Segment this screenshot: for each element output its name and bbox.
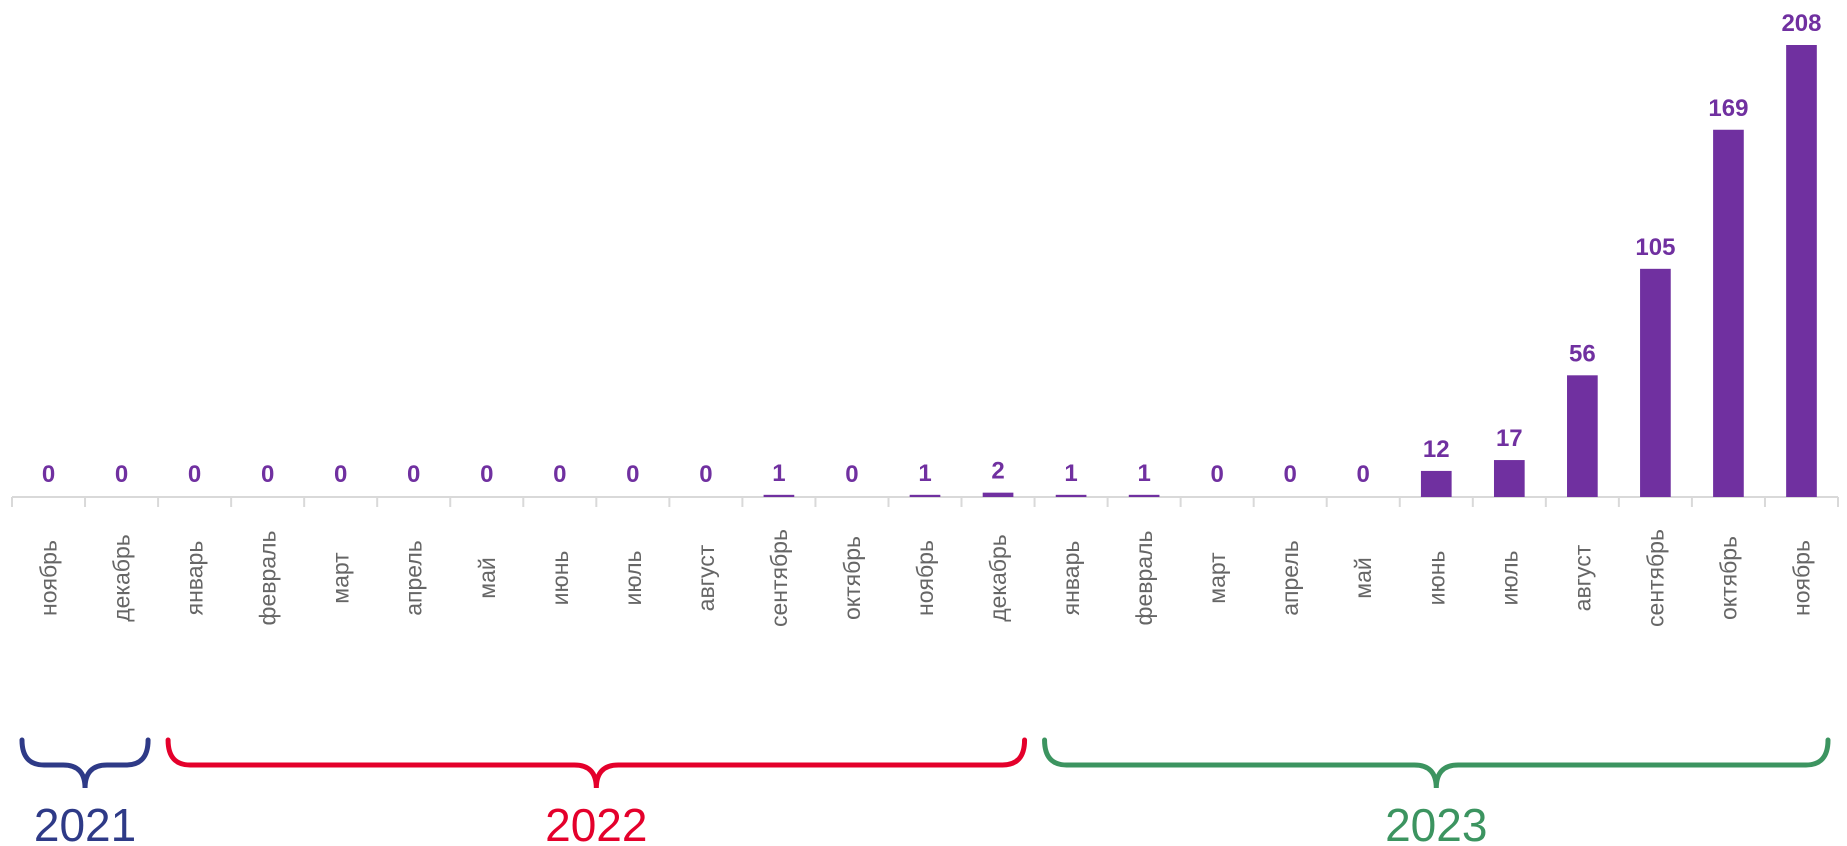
bar: [982, 492, 1014, 497]
x-tick-label: октябрь: [839, 536, 865, 620]
data-label: 1: [1064, 460, 1077, 487]
x-tick-label: июль: [620, 550, 646, 605]
x-tick-label: ноябрь: [36, 540, 62, 616]
year-label: 2023: [1385, 799, 1487, 846]
x-tick-label: сентябрь: [1642, 529, 1668, 627]
data-label: 0: [42, 461, 55, 488]
x-tick-label: ноябрь: [1788, 540, 1814, 616]
x-tick-label: февраль: [1131, 531, 1157, 626]
data-label: 0: [188, 461, 201, 488]
data-label: 1: [918, 460, 931, 487]
data-label: 0: [1210, 461, 1223, 488]
data-label: 12: [1423, 436, 1450, 463]
data-label: 0: [553, 461, 566, 488]
bar: [763, 494, 795, 497]
bar: [909, 494, 941, 497]
data-label: 17: [1496, 425, 1523, 452]
data-label: 105: [1635, 234, 1675, 261]
x-tick-label: август: [1569, 544, 1595, 611]
data-label: 0: [115, 461, 128, 488]
x-tick-label: август: [693, 544, 719, 611]
x-tick-label: апрель: [1277, 540, 1303, 615]
x-tick-label: май: [1350, 557, 1376, 598]
x-tick-label: сентябрь: [766, 529, 792, 627]
x-tick-label: декабрь: [985, 534, 1011, 622]
data-label: 0: [261, 461, 274, 488]
bars-layer: [763, 45, 1817, 497]
x-tick-label: январь: [182, 541, 208, 616]
data-label: 208: [1781, 10, 1821, 37]
bar: [1567, 375, 1598, 497]
bar: [1055, 494, 1087, 497]
data-label: 0: [334, 461, 347, 488]
year-brace: [19, 737, 151, 789]
data-label: 0: [699, 461, 712, 488]
x-tick-label: июнь: [1423, 551, 1449, 606]
x-tick-label: июль: [1496, 550, 1522, 605]
x-tick-label: апрель: [401, 540, 427, 615]
year-brace: [1042, 737, 1831, 789]
year-label: 2021: [34, 799, 136, 846]
data-label: 0: [1357, 461, 1370, 488]
bar: [1128, 494, 1160, 497]
bar: [1713, 129, 1744, 497]
year-label: 2022: [545, 799, 647, 846]
data-label: 2: [991, 458, 1004, 485]
x-tick-label: ноябрь: [912, 540, 938, 616]
axis-layer: [11, 496, 1839, 507]
bar: [1640, 268, 1671, 497]
x-tick-label: март: [328, 552, 354, 604]
bar: [1786, 45, 1817, 497]
data-label: 0: [1284, 461, 1297, 488]
data-label: 0: [407, 461, 420, 488]
data-label: 0: [845, 461, 858, 488]
x-tick-label: февраль: [255, 531, 281, 626]
x-tick-label: октябрь: [1715, 536, 1741, 620]
x-tick-label: декабрь: [109, 534, 135, 622]
bar: [1420, 470, 1452, 497]
x-tick-label: июнь: [547, 551, 573, 606]
bar: [1493, 460, 1525, 497]
data-label: 1: [772, 460, 785, 487]
data-label: 56: [1569, 340, 1596, 367]
data-label: 0: [480, 461, 493, 488]
x-tick-label: май: [474, 557, 500, 598]
tick-labels-layer: ноябрь декабрь январь февраль март апрель май и…: [36, 529, 1815, 627]
data-label: 0: [626, 461, 639, 488]
data-label: 169: [1708, 95, 1748, 122]
year-brace: [165, 737, 1028, 789]
x-tick-label: январь: [1058, 541, 1084, 616]
year-groups-layer: 2021 2022 2023: [19, 737, 1831, 846]
x-tick-label: март: [1204, 552, 1230, 604]
data-label: 1: [1137, 460, 1150, 487]
